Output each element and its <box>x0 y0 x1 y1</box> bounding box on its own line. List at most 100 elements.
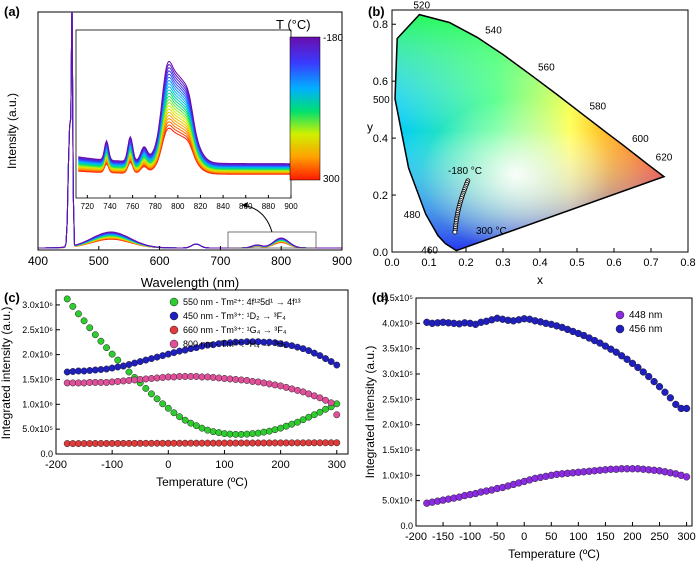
data-point <box>131 359 139 367</box>
series-1 <box>63 338 341 376</box>
colorbar-max-label: -180 <box>323 33 343 44</box>
inset-x-tick-label: 720 <box>81 202 95 211</box>
data-point <box>114 356 122 364</box>
data-point <box>322 405 329 413</box>
locus-label-580: 580 <box>589 101 606 112</box>
y-tick-label: 0.2 <box>373 190 388 202</box>
x-tick-label: 600 <box>150 254 170 268</box>
data-point <box>75 310 82 318</box>
data-point <box>327 399 335 407</box>
data-point <box>282 383 290 391</box>
panel-d-xlabel: Temperature (ºC) <box>508 547 600 561</box>
y-tick-label: 5.0x10⁵ <box>22 424 53 434</box>
panel-a-ylabel: Intensity (a.u.) <box>5 93 19 169</box>
panel-d-ticks: -200 -150 -100 -50 0 50 100 150 200 250 300 0.0 5.0x… <box>382 293 696 543</box>
data-point <box>209 428 217 436</box>
y-tick-label: 0.0 <box>400 521 413 531</box>
x-tick-label: -150 <box>432 531 454 543</box>
data-point <box>254 429 262 437</box>
data-point <box>97 337 105 345</box>
panel-c-integrated: (c) -200 -100 0 100 200 300 0.0 5.0x10⁵ 1.0x10⁶ 1… <box>0 289 349 489</box>
x-tick-label: 0.5 <box>569 257 584 269</box>
data-point <box>639 368 647 376</box>
data-point <box>316 408 324 416</box>
y-tick-label: 0.8 <box>373 19 388 31</box>
data-point <box>310 349 318 357</box>
x-tick-label: 900 <box>332 254 352 268</box>
y-tick-label: 0.4 <box>373 133 388 145</box>
x-tick-label: 0.2 <box>458 257 473 269</box>
data-point <box>159 352 167 360</box>
x-tick-label: 300 <box>328 459 346 471</box>
data-point <box>265 380 273 388</box>
data-point <box>260 379 268 387</box>
cie-point <box>452 229 458 235</box>
x-tick-label: 0 <box>165 459 171 471</box>
cie-locus-labels: 460 480 500 520 540 560 580 600 620 <box>373 1 673 257</box>
panel-b-xlabel: x <box>537 273 543 287</box>
inset-x-tick-label: 840 <box>216 202 230 211</box>
legend-marker <box>169 311 179 321</box>
x-tick-label: 700 <box>210 254 230 268</box>
series-2 <box>63 439 341 448</box>
panel-d-label: (d) <box>372 290 389 305</box>
x-tick-label: 500 <box>89 254 109 268</box>
inset-x-tick-label: 740 <box>103 202 117 211</box>
panel-a-x-ticks: 400 500 600 700 800 900 <box>28 246 352 268</box>
annotation-minus180: -180 °C <box>448 166 482 177</box>
data-point <box>327 358 335 366</box>
data-point <box>271 426 279 434</box>
data-point <box>265 427 273 435</box>
x-tick-label: -100 <box>101 459 123 471</box>
data-point <box>86 324 94 332</box>
panel-a-inset: 720740760780800820840860880900 <box>75 29 298 211</box>
x-tick-label: 0 <box>521 531 527 543</box>
y-tick-label: 1.0x10⁶ <box>22 399 53 409</box>
data-point <box>666 394 675 402</box>
x-tick-label: 100 <box>569 531 587 543</box>
y-tick-label: 0.6 <box>373 76 388 88</box>
data-point <box>170 409 178 417</box>
data-point <box>655 383 664 391</box>
data-point <box>650 377 658 386</box>
inset-x-tick-label: 800 <box>171 202 185 211</box>
data-point <box>108 350 116 358</box>
zoom-arrowhead <box>242 202 248 208</box>
inset-x-tick-label: 780 <box>149 202 163 211</box>
x-tick-label: 0.3 <box>495 257 510 269</box>
data-point <box>181 416 189 424</box>
y-tick-label: 1.5x10⁶ <box>22 374 53 384</box>
y-tick-label: 3.0x10⁶ <box>22 300 53 310</box>
locus-label-480: 480 <box>404 210 421 221</box>
data-point <box>617 352 626 360</box>
data-point <box>322 396 329 404</box>
panel-c-frame <box>55 289 349 455</box>
data-point <box>333 361 341 369</box>
inset-x-tick-label: 760 <box>126 202 140 211</box>
locus-label-460: 460 <box>421 245 438 256</box>
data-point <box>288 342 296 350</box>
data-point <box>243 376 251 384</box>
x-tick-label: -200 <box>405 531 427 543</box>
y-tick-label: 3.5x10⁵ <box>382 344 413 354</box>
x-tick-label: 0.4 <box>532 257 547 269</box>
y-tick-label: 2.0x10⁶ <box>22 350 53 360</box>
x-tick-label: 200 <box>623 531 641 543</box>
panel-c-label: (c) <box>4 290 20 305</box>
data-point <box>322 355 329 363</box>
cie-trajectory <box>452 178 471 235</box>
data-point <box>63 295 71 303</box>
data-point <box>316 352 324 360</box>
data-point <box>159 400 167 408</box>
legend-label: 448 nm <box>629 310 662 321</box>
x-tick-label: -200 <box>45 459 67 471</box>
data-point <box>114 363 122 371</box>
y-tick-label: 0.0 <box>40 449 53 459</box>
legend-marker <box>615 324 625 334</box>
legend-label: 450 nm - Tm³⁺: ¹D₂ → ³F₄ <box>183 311 286 321</box>
data-point <box>215 429 223 437</box>
series-1 <box>423 314 691 413</box>
panel-d-frame <box>415 297 693 527</box>
colorbar-title: T (°C) <box>276 17 311 32</box>
